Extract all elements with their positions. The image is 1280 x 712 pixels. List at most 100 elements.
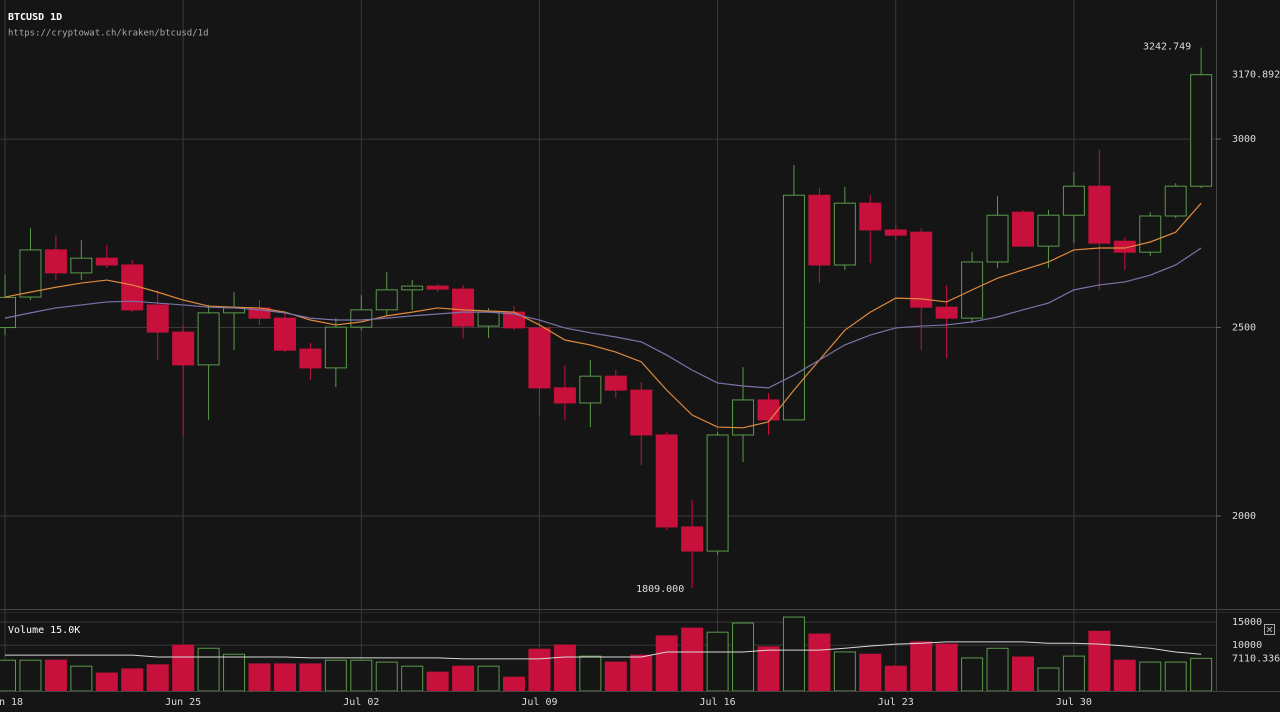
candle-body (350, 309, 373, 328)
candle-body (782, 194, 805, 421)
volume-bar (273, 663, 296, 692)
x-tick-label: Jun 18 (0, 697, 23, 708)
y-tick-label: 15000 (1232, 617, 1262, 628)
candle-body (935, 306, 958, 319)
volume-bar (70, 665, 93, 692)
volume-bar (121, 668, 144, 692)
volume-bar (833, 651, 856, 692)
volume-bar (859, 653, 882, 692)
volume-bar (986, 647, 1009, 692)
candle-body (808, 194, 831, 266)
volume-bar (935, 643, 958, 692)
volume-bar (1139, 661, 1162, 692)
volume-bar (732, 622, 755, 692)
volume-bar (528, 648, 551, 692)
volume-bar (401, 665, 424, 692)
candle-body (706, 434, 729, 552)
candle-body (986, 214, 1009, 263)
candle-body (655, 434, 678, 528)
candle-body (1139, 215, 1162, 253)
x-tick-label: Jul 16 (700, 697, 736, 708)
volume-bar (1190, 657, 1213, 692)
volume-bar (757, 646, 780, 692)
candle-body (197, 312, 220, 366)
volume-bar (553, 644, 576, 692)
volume-bar (1164, 661, 1187, 692)
candle-body (732, 399, 755, 436)
x-tick-label: Jul 02 (343, 697, 379, 708)
candle-body (324, 326, 347, 369)
volume-bar (350, 659, 373, 692)
candle-body (528, 327, 551, 389)
volume-bar (452, 665, 475, 692)
close-pane-button[interactable] (1264, 624, 1275, 635)
volume-bar (706, 631, 729, 692)
volume-average-line (5, 641, 1202, 660)
volume-bar (808, 633, 831, 692)
last-volume-label: 7110.336 (1232, 653, 1280, 664)
volume-bar (655, 635, 678, 692)
volume-bar (248, 663, 271, 692)
x-tick-label: Jul 30 (1056, 697, 1092, 708)
candle-body (1088, 185, 1111, 244)
chart-title: BTCUSD 1D (8, 12, 62, 23)
candle-body (1164, 185, 1187, 217)
volume-bar (1113, 659, 1136, 692)
candle-body (1062, 185, 1085, 216)
candle-body (681, 526, 704, 552)
candle-body (553, 387, 576, 404)
volume-bar (0, 659, 16, 692)
last-price-label: 3170.892 (1232, 70, 1280, 81)
candle-body (833, 202, 856, 266)
last-price-box (1217, 67, 1280, 82)
candle-body (477, 311, 500, 327)
volume-bar (1088, 630, 1111, 692)
volume-bar (299, 663, 322, 692)
volume-bar (19, 659, 42, 692)
y-tick-label: 2000 (1232, 511, 1256, 522)
volume-bar (1037, 667, 1060, 692)
volume-bar (172, 644, 195, 692)
candle-body (426, 285, 449, 290)
marks-layer (0, 47, 1213, 692)
y-tick-label: 3000 (1232, 134, 1256, 145)
candle-body (19, 249, 42, 298)
y-tick-label: 2500 (1232, 323, 1256, 334)
volume-bar (477, 665, 500, 692)
candle-body (452, 288, 475, 327)
candle-body (604, 375, 627, 391)
volume-bar (1062, 655, 1085, 692)
volume-bar (884, 665, 907, 692)
volume-bar (604, 661, 627, 692)
x-tick-label: Jul 09 (521, 697, 557, 708)
high-annotation: 3242.749 (1143, 42, 1191, 53)
grid-layer (0, 0, 1216, 691)
candle-body (44, 249, 67, 274)
y-tick-label: 10000 (1232, 640, 1262, 651)
volume-bar (146, 664, 169, 692)
volume-bar (426, 671, 449, 692)
candle-body (401, 285, 424, 291)
volume-bar (1012, 656, 1034, 692)
candle-body (757, 399, 780, 421)
candle-body (375, 289, 398, 311)
volume-bar (630, 654, 653, 692)
candle-body (579, 375, 602, 404)
volume-label: Volume 15.0K (8, 625, 80, 636)
candle-body (172, 331, 195, 366)
volume-bar (579, 655, 602, 692)
chart-subtitle: https://cryptowat.ch/kraken/btcusd/1d (8, 29, 208, 39)
volume-bar (681, 627, 704, 692)
x-tick-label: Jun 25 (165, 697, 201, 708)
candle-body (299, 348, 322, 369)
candle-body (859, 202, 882, 231)
volume-bar (782, 616, 805, 692)
candle-body (273, 317, 296, 351)
candle-body (1037, 214, 1060, 247)
moving-average-line (4, 247, 1202, 389)
candle-body (884, 229, 907, 236)
volume-bar (961, 657, 984, 692)
candle-body (95, 257, 118, 266)
volume-bar (223, 653, 246, 692)
